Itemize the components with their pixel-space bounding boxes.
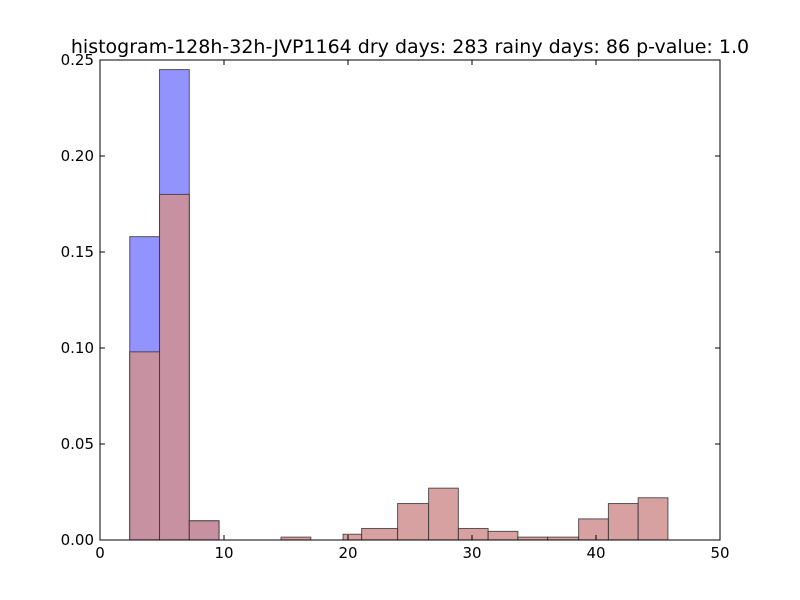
x-tick-label-5: 50 <box>710 544 729 562</box>
histogram-bar-s1-b9 <box>487 530 519 541</box>
chart-title: histogram-128h-32h-JVP1164 dry days: 283… <box>71 36 749 58</box>
histogram-bar-s1-b14 <box>637 497 669 541</box>
axis-ticks: 0 10 20 30 40 50 0.00 0.05 0.10 0.15 0.20 0.25 <box>61 51 730 562</box>
y-tick-label-2: 0.10 <box>61 339 94 357</box>
x-tick-label-2: 20 <box>338 544 357 562</box>
histogram-bar-s1-b2 <box>188 520 220 541</box>
histogram-bar-s1-b12 <box>578 518 609 541</box>
histogram-bars <box>129 69 669 541</box>
x-tick-label-4: 40 <box>586 544 605 562</box>
histogram-bar-s1-b8 <box>457 527 489 541</box>
x-tick-label-3: 30 <box>462 544 481 562</box>
histogram-bar-s1-b6 <box>397 503 430 541</box>
x-tick-label-0: 0 <box>95 544 105 562</box>
histogram-bar-s1-b13 <box>607 503 639 541</box>
y-tick-label-5: 0.25 <box>61 51 94 69</box>
histogram-bar-s1-b4 <box>342 533 363 541</box>
y-tick-label-0: 0.00 <box>61 531 94 549</box>
y-tick-label-3: 0.15 <box>61 243 94 261</box>
y-tick-label-4: 0.20 <box>61 147 94 165</box>
y-tick-label-1: 0.05 <box>61 435 94 453</box>
histogram-bar-s1-b0 <box>129 351 161 541</box>
histogram-bar-s1-b7 <box>428 487 459 541</box>
histogram-bar-s1-b1 <box>159 193 190 541</box>
plot-frame <box>99 59 721 541</box>
x-tick-label-1: 10 <box>214 544 233 562</box>
histogram-bar-s1-b5 <box>361 527 399 541</box>
